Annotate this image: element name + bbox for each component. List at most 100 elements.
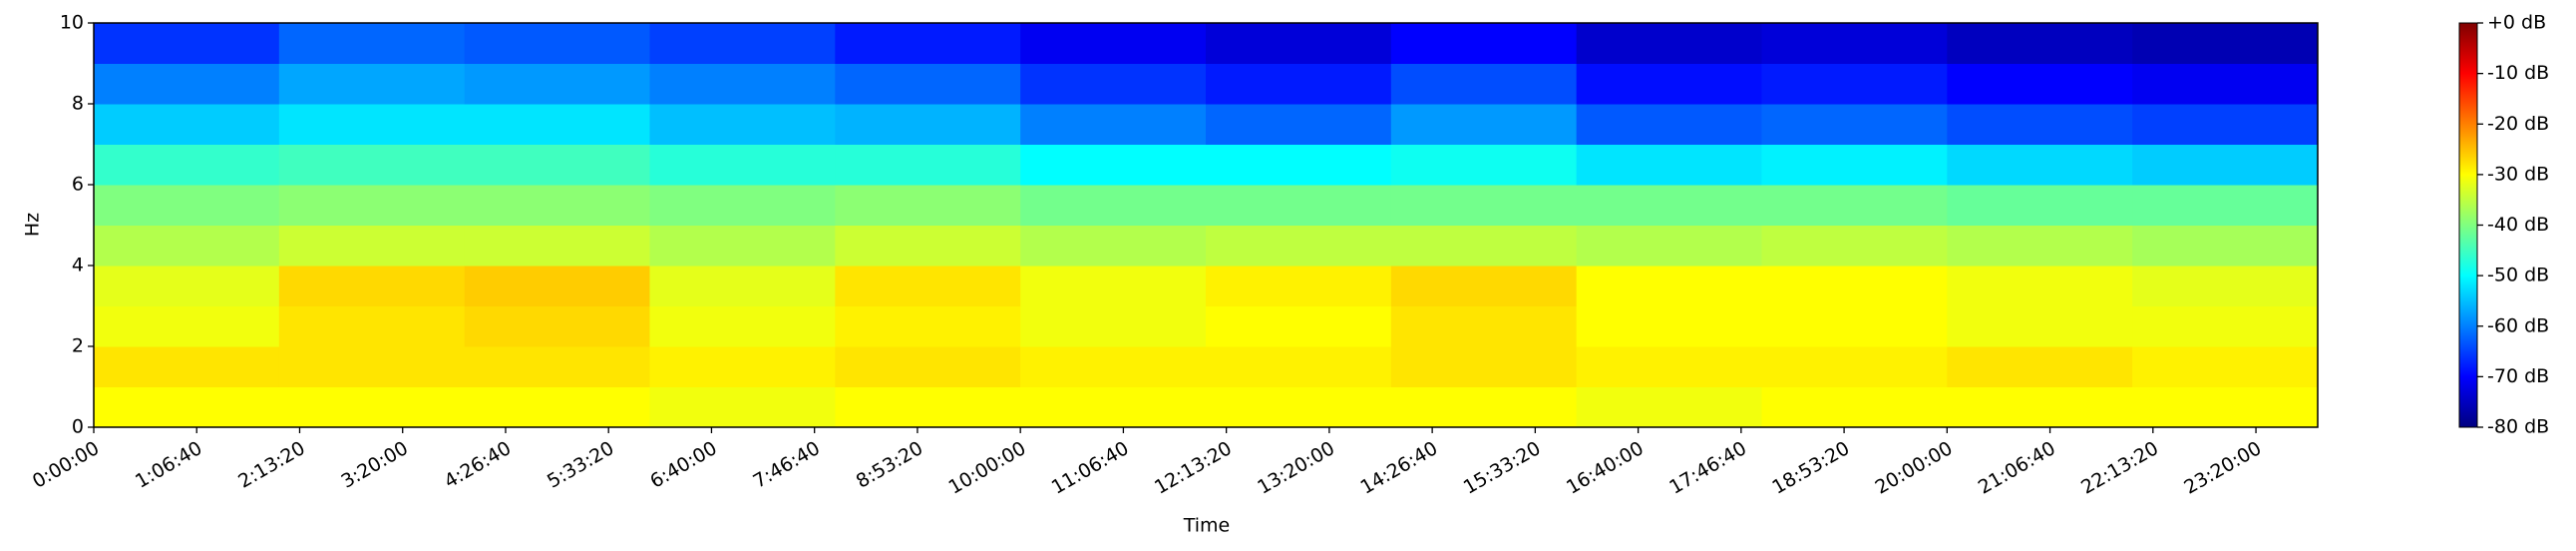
- heatmap-cell: [1390, 23, 1578, 64]
- heatmap-cell: [1206, 346, 1392, 387]
- y-tick-label: 4: [72, 255, 84, 276]
- heatmap-cell: [278, 104, 466, 145]
- heatmap-cell: [1576, 305, 1762, 347]
- heatmap-cell: [1761, 386, 1948, 428]
- heatmap-cell: [1206, 104, 1392, 145]
- heatmap-cell: [1947, 386, 2133, 428]
- y-tick-label: 2: [72, 335, 84, 357]
- heatmap-cell: [835, 346, 1021, 387]
- heatmap-cell: [94, 63, 280, 105]
- heatmap-cell: [94, 225, 280, 267]
- heatmap-cell: [1576, 225, 1762, 267]
- heatmap-cell: [1390, 104, 1578, 145]
- heatmap-cell: [1020, 144, 1207, 186]
- heatmap-cell: [1576, 104, 1762, 145]
- y-tick-label: 8: [72, 93, 84, 115]
- heatmap-cell: [1020, 225, 1207, 267]
- y-tick-label: 6: [72, 174, 84, 196]
- heatmap-cell: [464, 346, 650, 387]
- heatmap-cell: [1576, 23, 1762, 64]
- heatmap-cell: [1206, 23, 1392, 64]
- y-tick-label: 10: [60, 12, 84, 34]
- heatmap-cell: [1947, 266, 2133, 306]
- heatmap-cell: [1390, 386, 1578, 428]
- heatmap-cell: [1020, 185, 1207, 226]
- heatmap-cell: [278, 63, 466, 105]
- heatmap-cell: [94, 144, 280, 186]
- x-tick-label: 11:06:40: [1048, 437, 1133, 499]
- x-tick-label: 2:13:20: [234, 437, 308, 493]
- heatmap-cell: [1020, 23, 1207, 64]
- x-tick-label: 13:20:00: [1254, 437, 1338, 499]
- x-tick-label: 22:13:20: [2077, 437, 2162, 499]
- colorbar-tick-label: -20 dB: [2487, 113, 2549, 135]
- heatmap-cell: [1761, 104, 1948, 145]
- x-tick-label: 10:00:00: [945, 437, 1030, 499]
- heatmap-cell: [649, 23, 836, 64]
- heatmap-cell: [649, 266, 836, 306]
- heatmap-cell: [278, 225, 466, 267]
- heatmap-cell: [1390, 144, 1578, 186]
- heatmap-cell: [278, 185, 466, 226]
- heatmap-cell: [649, 386, 836, 428]
- heatmap-cell: [464, 305, 650, 347]
- colorbar-tick-label: -70 dB: [2487, 365, 2549, 387]
- heatmap-cell: [1020, 63, 1207, 105]
- heatmap-cell: [835, 386, 1021, 428]
- colorbar-tick-label: -10 dB: [2487, 62, 2549, 84]
- heatmap-cell: [1947, 23, 2133, 64]
- heatmap-cell: [2132, 104, 2319, 145]
- x-tick-label: 8:53:20: [853, 437, 926, 493]
- heatmap-cell: [278, 23, 466, 64]
- heatmap-cell: [1206, 386, 1392, 428]
- x-tick-label: 18:53:20: [1768, 437, 1853, 499]
- heatmap-cell: [835, 185, 1021, 226]
- y-tick-label: 0: [72, 416, 84, 438]
- heatmap-cell: [1761, 346, 1948, 387]
- x-tick-label: 16:40:00: [1563, 437, 1648, 499]
- heatmap-cell: [1390, 225, 1578, 267]
- colorbar-tick-label: +0 dB: [2487, 12, 2546, 34]
- heatmap-cell: [464, 225, 650, 267]
- x-tick-label: 3:20:00: [338, 437, 412, 493]
- heatmap-cell: [835, 144, 1021, 186]
- heatmap-cell: [1947, 63, 2133, 105]
- heatmap-cell: [1576, 185, 1762, 226]
- heatmap-cell: [94, 23, 280, 64]
- x-tick-label: 5:33:20: [544, 437, 617, 493]
- heatmap-cell: [1020, 104, 1207, 145]
- x-tick-label: 0:00:00: [29, 437, 103, 493]
- heatmap-cell: [2132, 185, 2319, 226]
- heatmap-cell: [1020, 305, 1207, 347]
- x-tick-label: 4:26:40: [441, 437, 515, 493]
- heatmap-cell: [2132, 386, 2319, 428]
- heatmap-cell: [1206, 185, 1392, 226]
- heatmap-cell: [835, 63, 1021, 105]
- heatmap-cell: [1761, 185, 1948, 226]
- heatmap-cell: [1020, 346, 1207, 387]
- plot-frame: [93, 22, 2319, 428]
- heatmap-cell: [1761, 63, 1948, 105]
- heatmap-cell: [94, 346, 280, 387]
- x-tick-label: 17:46:40: [1665, 437, 1750, 499]
- heatmap-cell: [1761, 266, 1948, 306]
- heatmap-cell: [2132, 63, 2319, 105]
- heatmap-cell: [1947, 346, 2133, 387]
- x-tick-label: 7:46:40: [749, 437, 823, 493]
- heatmap-cell: [649, 346, 836, 387]
- heatmap-cell: [1206, 305, 1392, 347]
- heatmap-cell: [464, 266, 650, 306]
- x-tick-label: 21:06:40: [1975, 437, 2059, 499]
- heatmap-cell: [464, 104, 650, 145]
- heatmap-cell: [464, 185, 650, 226]
- heatmap-cell: [1947, 104, 2133, 145]
- heatmap-cell: [649, 144, 836, 186]
- heatmap-cell: [1576, 144, 1762, 186]
- heatmap-cell: [1576, 63, 1762, 105]
- heatmap-cell: [649, 225, 836, 267]
- heatmap-cell: [835, 225, 1021, 267]
- heatmap-cell: [278, 346, 466, 387]
- heatmap-cell: [464, 63, 650, 105]
- heatmap-cell: [835, 23, 1021, 64]
